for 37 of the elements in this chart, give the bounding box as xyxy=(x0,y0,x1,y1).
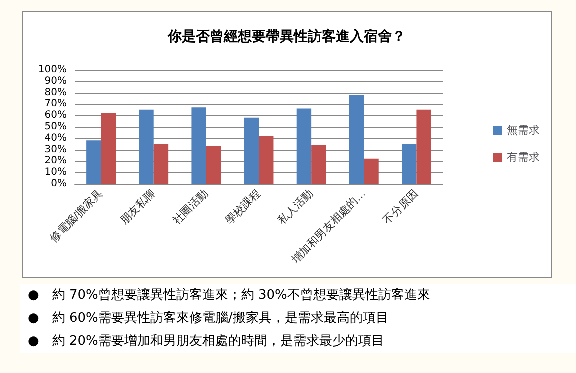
bar xyxy=(312,145,326,184)
text: ● 約 20%需要增加和男朋友相處的時間，是需求最少的項目 xyxy=(28,333,386,351)
y-tick-label: 0% xyxy=(51,178,67,190)
x-tick-label: 私人活動 xyxy=(276,188,316,228)
text: ● 約 70%曾想要讓異性訪客進來；約 30%不曾想要讓異性訪客進來 xyxy=(28,287,432,305)
y-tick-label: 50% xyxy=(44,122,67,132)
bar xyxy=(349,95,364,184)
x-tick-label: 不分原因 xyxy=(381,188,421,228)
bar xyxy=(296,108,312,184)
bar xyxy=(86,140,102,184)
y-tick-label: 20% xyxy=(44,156,67,167)
y-tick-label: 60% xyxy=(44,110,67,122)
y-tick-label: 40% xyxy=(44,132,67,144)
x-tick-label: 朋友私聊 xyxy=(118,188,158,228)
y-tick-label: 90% xyxy=(44,76,67,87)
y-tick-label: 100% xyxy=(38,64,67,76)
y-tick-label: 30% xyxy=(44,144,67,156)
y-tick-label: 70% xyxy=(44,98,67,110)
bar xyxy=(244,118,259,184)
bar xyxy=(402,144,417,184)
bar xyxy=(206,146,222,184)
bar xyxy=(364,158,379,184)
text: ● 約 60%需要異性訪客來修電腦/搬家具，是需求最高的項目 xyxy=(28,310,390,328)
bar xyxy=(192,108,206,184)
chart-title: 你是否曾經想要帶異性訪客進入宿舍？ xyxy=(167,28,406,44)
y-tick-label: 10% xyxy=(44,167,67,178)
legend-label: 無需求 xyxy=(507,124,540,137)
legend-label: 有需求 xyxy=(507,151,540,164)
bar xyxy=(154,144,169,184)
x-tick-label: 修電腦/搬家具 xyxy=(48,187,106,246)
x-tick-label: 學校課程 xyxy=(222,187,264,228)
bar xyxy=(139,110,154,184)
bar xyxy=(101,113,116,184)
bar xyxy=(259,136,274,184)
x-tick-label: 社團活動 xyxy=(170,187,211,228)
bar xyxy=(416,110,432,184)
y-tick-label: 80% xyxy=(44,87,67,98)
